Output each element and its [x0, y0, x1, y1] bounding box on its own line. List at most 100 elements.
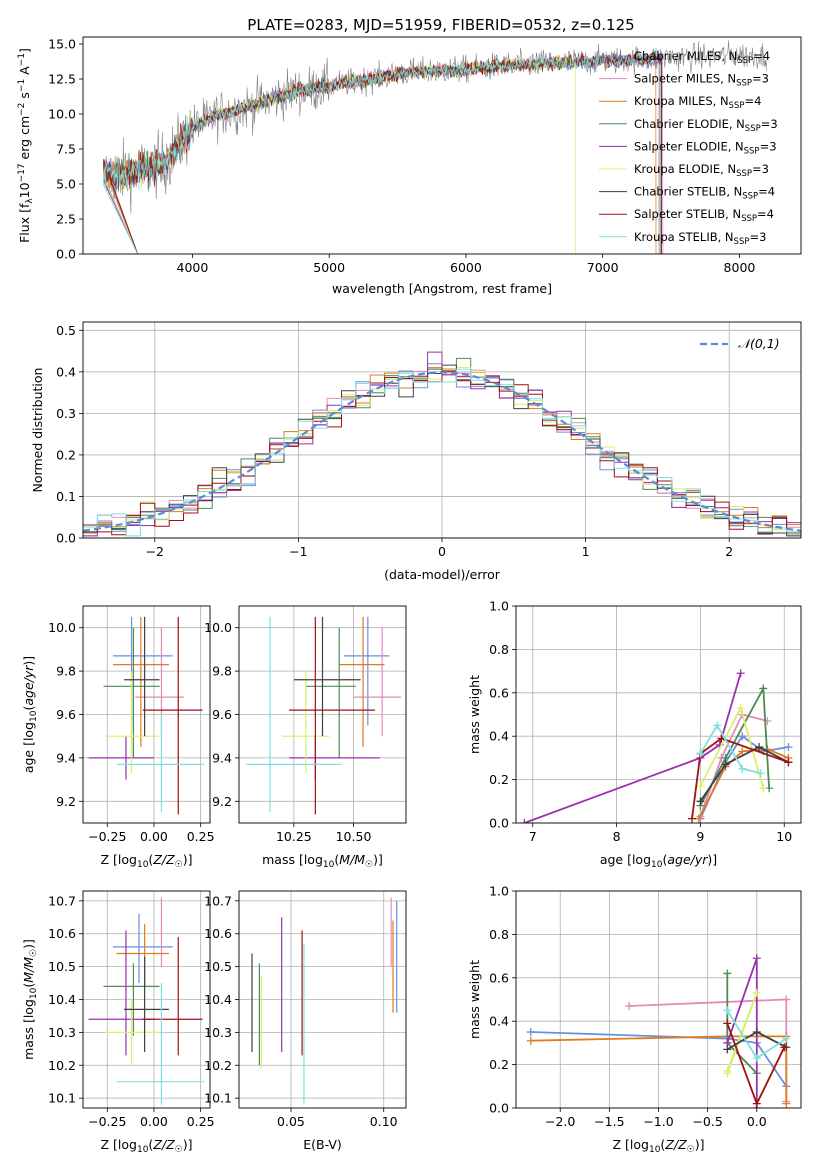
x-tick-label: −0.25: [88, 829, 126, 844]
mass-weight-marker: [696, 782, 705, 791]
y-tick-label: 2.5: [56, 212, 76, 227]
axes-frame: [238, 605, 407, 824]
axes-frame: [515, 605, 802, 824]
axes-residuals: −2 −1 0 1 2 0.0 0.1 0.2 0.3 0.4 0.5 𝒩(0,1) (data-mod…: [30, 321, 802, 582]
x-tick-label: 2: [725, 544, 733, 559]
mass-weight-marker: [721, 760, 730, 769]
axes-age-Z: −0.25 0.00 0.25 9.2 9.4 9.6 9.8 10.0 Z [log10(Z/…: [21, 605, 215, 870]
normal-reference-curve: [83, 371, 801, 532]
x-axis-label: (data-model)/error: [384, 567, 501, 582]
mass-weight-marker: [782, 1099, 791, 1108]
axes-frame: [515, 890, 802, 1109]
y-tick-label: 1.0: [489, 599, 509, 614]
y-axis-label: mass weight: [467, 960, 482, 1039]
y-tick-label: 10.6: [204, 926, 232, 941]
x-tick-label: 9: [696, 829, 704, 844]
mass-weight-marker: [756, 769, 765, 778]
x-axis-label: Z [log10(Z/Z☉)]: [613, 1137, 705, 1155]
plot-area-age-mass: [246, 616, 402, 815]
legend-entry: Kroupa ELODIE, NSSP=3: [634, 162, 769, 179]
y-axis-label: mass weight: [467, 675, 482, 754]
x-tick-label: −1: [289, 544, 307, 559]
y-tick-label: 10.2: [204, 1058, 232, 1073]
axes-frame: [82, 321, 802, 539]
plot-area-age-Z: [88, 616, 205, 815]
x-tick-label: 0.10: [370, 1114, 398, 1129]
y-tick-label: 10.7: [204, 893, 232, 908]
x-axis-label: age [log10(age/yr)]: [600, 852, 717, 870]
x-tick-label: −0.25: [88, 1114, 126, 1129]
axes-spectrum: 4000 5000 6000 7000 8000 0.0 2.5 5.0 7.5 10.0 12.5…: [17, 36, 802, 296]
x-axis-label: Z [log10(Z/Z☉)]: [101, 852, 193, 870]
x-tick-label: 4000: [177, 260, 209, 275]
mass-weight-marker: [752, 1028, 761, 1037]
y-tick-label: 10.6: [48, 926, 76, 941]
x-tick-label: 0.25: [187, 1114, 215, 1129]
x-tick-label: 0.25: [187, 829, 215, 844]
y-tick-label: 12.5: [48, 72, 76, 87]
mass-weight-marker: [723, 1019, 732, 1028]
y-axis-label: Normed distribution: [30, 368, 45, 493]
y-tick-label: 1.0: [489, 884, 509, 899]
model-spectrum-line: [103, 52, 661, 254]
mass-weight-marker: [784, 758, 793, 767]
x-tick-label: 10.25: [276, 829, 312, 844]
y-tick-label: 0.8: [489, 642, 509, 657]
axes-frame: [238, 890, 407, 1109]
x-tick-label: 7000: [587, 260, 619, 275]
y-tick-label: 9.4: [212, 750, 232, 765]
mass-weight-marker: [694, 814, 703, 823]
residual-histogram-9: [83, 368, 801, 538]
x-tick-label: 0.00: [140, 1114, 168, 1129]
axes-massweight-age: 7 8 9 10 0.0 0.2 0.4 0.6 0.8 1.0 age [log10(age/yr…: [467, 599, 802, 870]
mass-weight-marker: [782, 1034, 791, 1043]
y-tick-label: 7.5: [56, 142, 76, 157]
mass-weight-marker: [723, 1045, 732, 1054]
x-tick-label: −2.0: [545, 1114, 575, 1129]
mass-weight-marker: [752, 954, 761, 963]
mass-weight-marker: [723, 1069, 732, 1078]
y-tick-label: 10.4: [204, 992, 232, 1007]
y-tick-label: 10.5: [48, 959, 76, 974]
y-tick-label: 0.0: [489, 816, 509, 831]
mass-weight-marker: [696, 749, 705, 758]
y-tick-label: 9.2: [212, 794, 232, 809]
plot-area-massweight-Z: [526, 954, 791, 1108]
legend-entry: Salpeter MILES, NSSP=3: [634, 72, 769, 89]
x-axis-label: Z [log10(Z/Z☉)]: [101, 1137, 193, 1155]
x-tick-label: −0.5: [692, 1114, 722, 1129]
y-tick-label: 0.0: [56, 531, 76, 546]
y-tick-label: 0.0: [56, 247, 76, 262]
x-tick-label: −1.0: [643, 1114, 673, 1129]
mass-weight-series-8: [726, 1023, 786, 1106]
axes-mass-Z: −0.25 0.00 0.25 10.1 10.2 10.3 10.4 10.5 10.6 10.…: [21, 890, 215, 1155]
y-tick-label: 9.4: [56, 750, 76, 765]
y-tick-label: 10.1: [48, 1091, 76, 1106]
x-tick-label: −2: [146, 544, 164, 559]
x-tick-label: 10.50: [336, 829, 372, 844]
y-axis-label: age [log10(age/yr)]: [21, 656, 39, 773]
legend-entry: Chabrier STELIB, NSSP=4: [634, 185, 775, 202]
y-tick-label: 10.0: [48, 107, 76, 122]
spectrum-legend: Chabrier MILES, NSSP=4 Salpeter MILES, NS…: [599, 49, 778, 247]
y-tick-label: 0.0: [489, 1101, 509, 1116]
y-tick-label: 10.4: [48, 992, 76, 1007]
model-spectrum-line: [103, 52, 660, 254]
x-tick-label: 0.00: [140, 829, 168, 844]
x-axis-label: E(B-V): [303, 1137, 342, 1152]
plot-area-residuals: [83, 351, 801, 538]
y-tick-label: 0.5: [56, 323, 76, 338]
y-tick-label: 5.0: [56, 177, 76, 192]
y-tick-label: 0.2: [489, 1057, 509, 1072]
x-axis-label: mass [log10(M/M☉)]: [262, 852, 383, 870]
y-tick-label: 9.2: [56, 794, 76, 809]
y-tick-label: 0.3: [56, 406, 76, 421]
axes-frame: [82, 36, 802, 255]
mass-weight-series-8: [691, 737, 789, 819]
y-tick-label: 10.0: [48, 620, 76, 635]
mass-weight-marker: [736, 703, 745, 712]
mass-weight-marker: [625, 1002, 634, 1011]
y-tick-label: 10.5: [204, 959, 232, 974]
y-tick-label: 10.3: [204, 1025, 232, 1040]
